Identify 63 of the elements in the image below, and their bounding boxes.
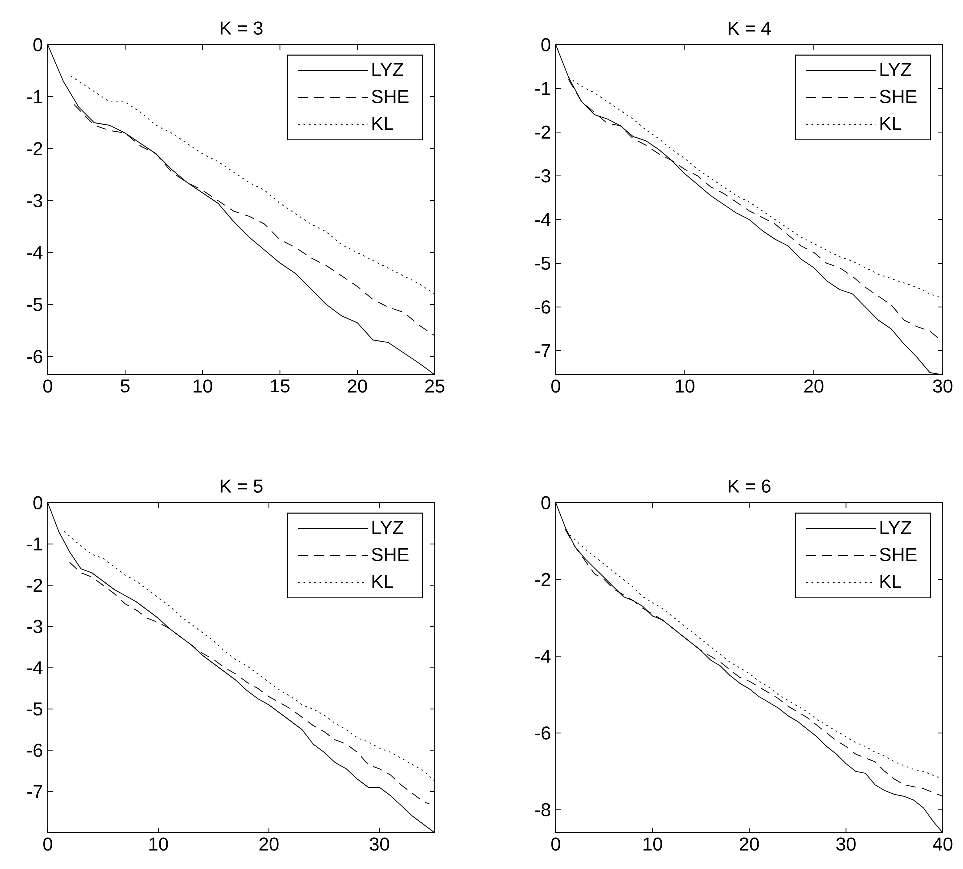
legend-label: LYZ <box>880 63 912 76</box>
y-tick-label: -1 <box>536 82 550 96</box>
chart-title: K = 3 <box>220 22 263 35</box>
y-tick-label: -6 <box>28 350 42 364</box>
y-tick-label: -8 <box>536 803 550 817</box>
y-tick-label: -6 <box>536 726 550 740</box>
x-tick-label: 20 <box>740 838 760 851</box>
x-tick-label: 15 <box>271 380 290 393</box>
legend-label: SHE <box>372 548 409 562</box>
x-tick-label: 10 <box>676 380 695 393</box>
y-tick-label: -2 <box>536 126 550 139</box>
x-tick-label: 30 <box>370 838 390 851</box>
x-tick-label: 30 <box>933 380 953 393</box>
legend-label: SHE <box>880 548 917 562</box>
y-tick-label: -2 <box>28 142 42 156</box>
y-tick-label: 0 <box>34 496 43 510</box>
y-tick-label: -2 <box>536 573 550 586</box>
y-tick-label: -5 <box>28 298 43 312</box>
chart-title: K = 4 <box>728 22 771 35</box>
x-tick-label: 25 <box>426 380 445 393</box>
y-tick-label: -3 <box>536 169 550 183</box>
y-tick-label: -3 <box>28 620 42 634</box>
x-tick-label: 40 <box>933 838 953 851</box>
legend-label: KL <box>880 117 902 130</box>
legend-label: SHE <box>880 90 917 104</box>
y-tick-label: -6 <box>28 744 42 758</box>
legend-label: LYZ <box>372 63 404 76</box>
x-tick-label: 0 <box>552 380 560 393</box>
legend-label: SHE <box>372 90 409 104</box>
x-tick-label: 10 <box>150 838 168 851</box>
y-tick-label: -1 <box>28 90 42 104</box>
legend-label: KL <box>880 575 902 588</box>
legend-label: KL <box>372 575 394 588</box>
x-tick-label: 0 <box>44 838 52 851</box>
x-tick-label: 30 <box>836 838 856 851</box>
y-tick-label: -1 <box>28 538 42 551</box>
y-tick-label: -4 <box>536 650 551 663</box>
y-tick-label: -4 <box>536 213 551 226</box>
chart-title: K = 5 <box>220 480 263 493</box>
x-tick-label: 10 <box>644 838 662 851</box>
chart-title: K = 6 <box>728 480 771 493</box>
legend-label: KL <box>372 117 394 130</box>
y-tick-label: -7 <box>28 785 42 798</box>
x-tick-label: 5 <box>120 380 130 393</box>
y-tick-label: -4 <box>28 246 43 260</box>
y-tick-label: -6 <box>536 300 550 314</box>
y-tick-label: -2 <box>28 578 42 592</box>
x-tick-label: 20 <box>348 380 368 393</box>
x-tick-label: 0 <box>552 838 560 851</box>
x-tick-label: 10 <box>194 380 212 393</box>
x-tick-label: 20 <box>804 380 824 393</box>
legend-label: LYZ <box>372 521 404 534</box>
y-tick-label: 0 <box>542 496 551 510</box>
y-tick-label: 0 <box>34 38 43 52</box>
y-tick-label: -3 <box>28 194 42 208</box>
y-tick-label: -7 <box>536 344 550 358</box>
y-tick-label: -4 <box>28 662 43 674</box>
y-tick-label: 0 <box>542 38 551 52</box>
x-tick-label: 0 <box>44 380 52 393</box>
y-tick-label: -5 <box>28 702 43 716</box>
y-tick-label: -5 <box>536 257 551 270</box>
legend-label: LYZ <box>880 521 912 534</box>
x-tick-label: 20 <box>260 838 279 851</box>
